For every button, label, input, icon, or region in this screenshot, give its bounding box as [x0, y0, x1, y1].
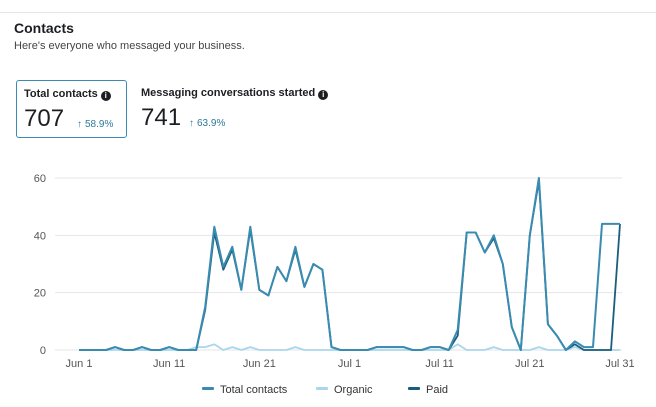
- legend-swatch: [202, 387, 214, 390]
- x-tick-label: Jul 21: [515, 358, 544, 370]
- legend-label: Paid: [426, 384, 449, 396]
- x-tick-label: Jun 1: [66, 358, 93, 370]
- metric-change: ↑ 58.9%: [77, 119, 113, 130]
- metric-label: Messaging conversations started i: [141, 87, 329, 100]
- metric-label-text: Total contacts: [24, 88, 98, 100]
- metric-value: 741: [141, 104, 182, 131]
- metric-change-value: 63.9%: [197, 118, 226, 129]
- info-icon[interactable]: i: [318, 90, 329, 100]
- x-tick-label: Jul 11: [425, 358, 454, 370]
- page-title: Contacts: [14, 20, 74, 36]
- legend-item[interactable]: Paid: [408, 384, 448, 396]
- x-tick-label: Jul 1: [338, 358, 361, 370]
- metric-card-conversations-started[interactable]: Messaging conversations started i 741 ↑ 63…: [134, 80, 344, 138]
- contacts-line-chart: 0 20 40 60 Jun 1 Jun 11 Jun 21 Jul 1 Jul 11 Jul 2…: [34, 173, 635, 370]
- metric-card-total-contacts[interactable]: Total contacts i 707 ↑ 58.9%: [16, 80, 127, 138]
- arrow-up-icon: ↑: [77, 119, 82, 130]
- arrow-up-icon: ↑: [189, 118, 194, 129]
- series-line-paid: [79, 179, 621, 351]
- metric-value: 707: [24, 105, 65, 132]
- page-subtitle: Here's everyone who messaged your busine…: [14, 40, 245, 52]
- legend-swatch: [408, 387, 420, 390]
- x-tick-label: Jul 31: [605, 358, 634, 370]
- y-tick-label: 20: [34, 288, 46, 300]
- legend-label: Total contacts: [220, 384, 288, 396]
- y-tick-label: 0: [40, 345, 46, 357]
- x-tick-label: Jun 21: [243, 358, 276, 370]
- y-tick-label: 40: [34, 230, 46, 242]
- metric-change-value: 58.9%: [85, 119, 114, 130]
- info-icon[interactable]: i: [100, 91, 111, 101]
- y-tick-label: 60: [34, 173, 46, 185]
- series-line-total-contacts: [79, 177, 620, 351]
- metric-label: Total contacts i: [24, 88, 111, 101]
- metric-change: ↑ 63.9%: [189, 118, 225, 129]
- metric-label-text: Messaging conversations started: [141, 87, 316, 99]
- x-tick-label: Jun 11: [153, 358, 185, 370]
- legend-label: Organic: [334, 384, 373, 396]
- legend-item[interactable]: Organic: [316, 384, 373, 396]
- legend-swatch: [316, 387, 328, 390]
- top-divider: [0, 0, 656, 13]
- legend-item[interactable]: Total contacts: [202, 384, 287, 396]
